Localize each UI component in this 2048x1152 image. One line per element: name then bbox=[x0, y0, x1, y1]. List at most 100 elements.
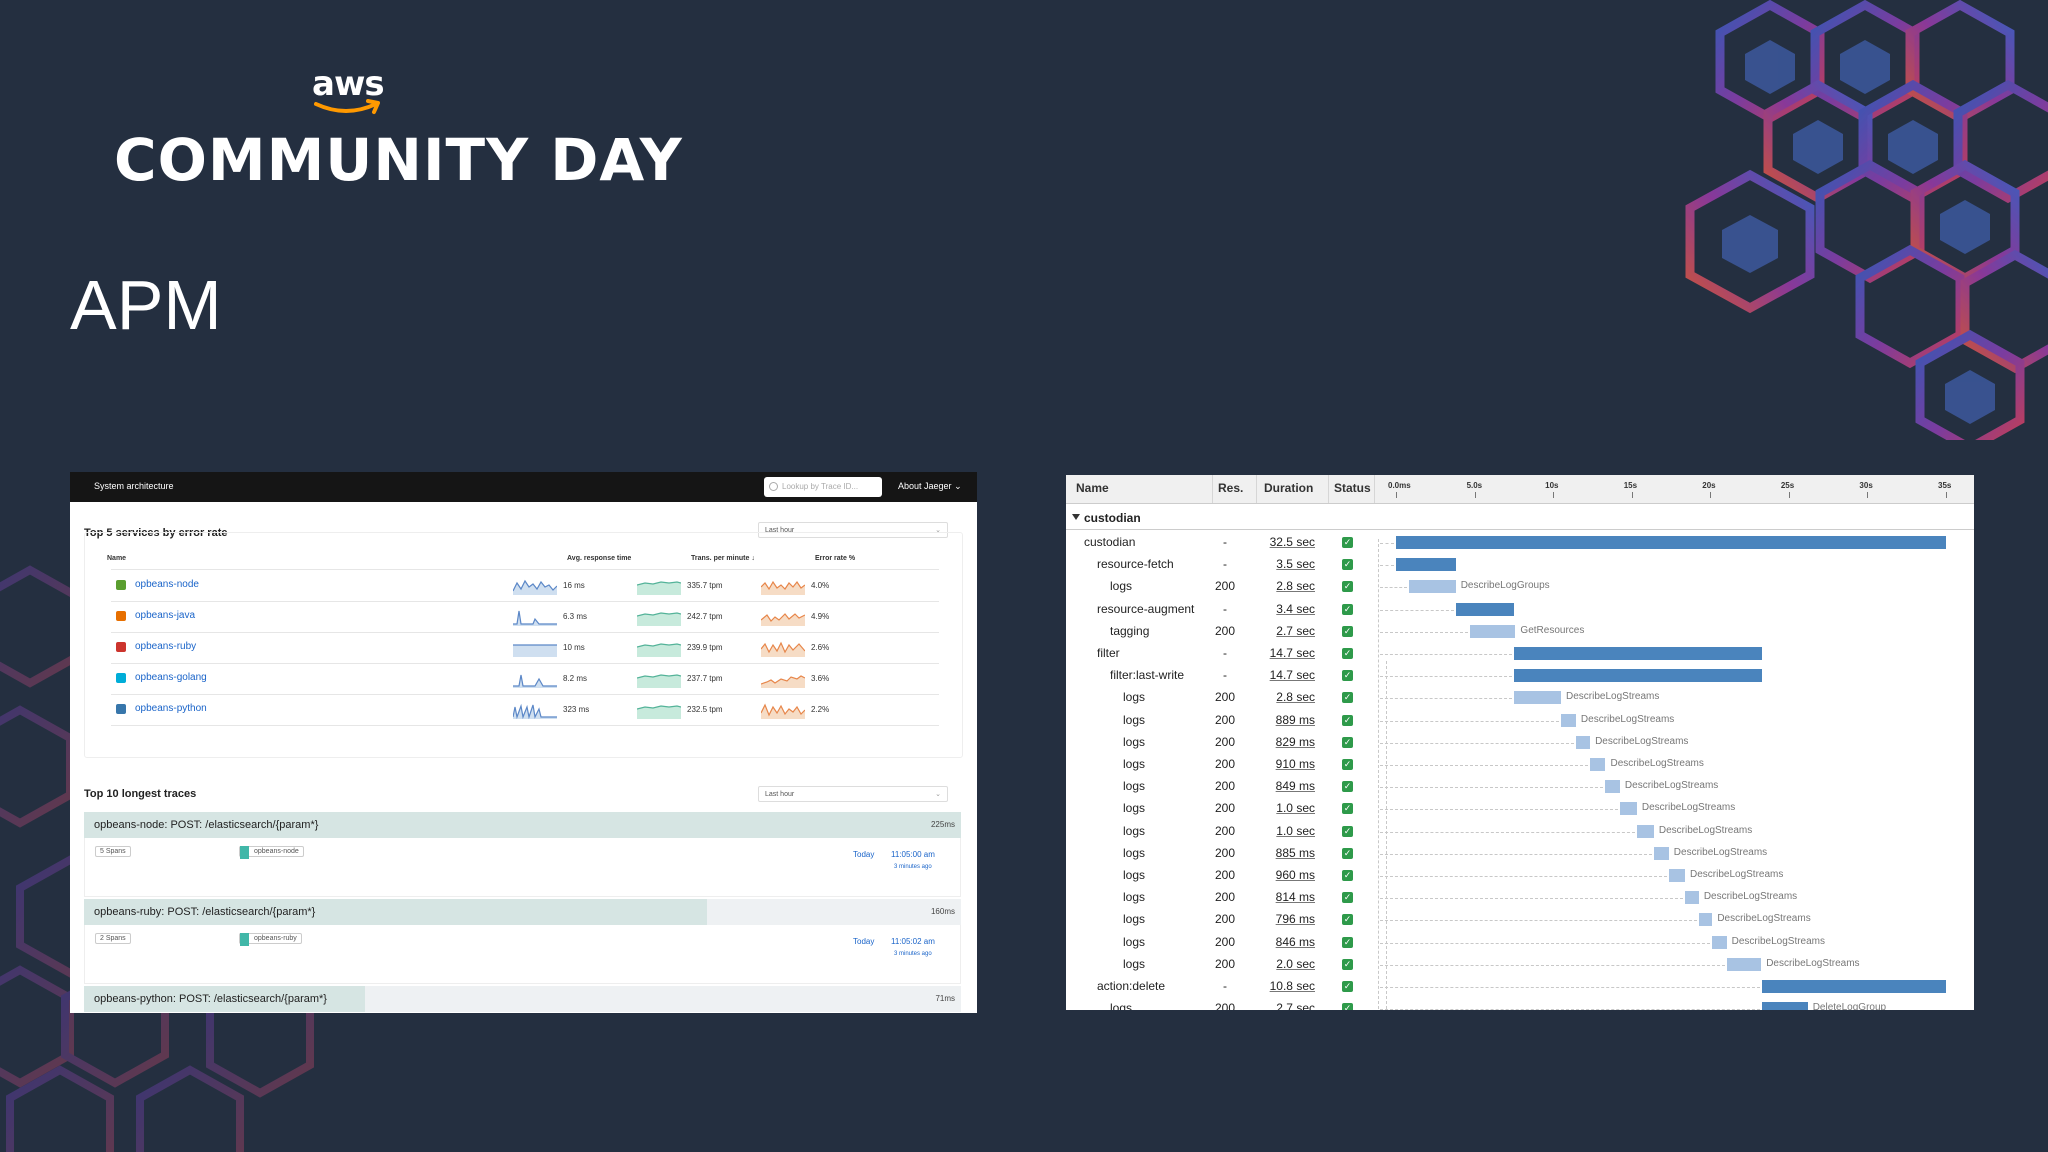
span-row[interactable]: logs 200 829 ms ✓ DescribeLogStreams bbox=[1066, 732, 1974, 754]
span-row[interactable]: logs 200 1.0 sec ✓ DescribeLogStreams bbox=[1066, 798, 1974, 820]
span-duration[interactable]: 960 ms bbox=[1275, 868, 1315, 882]
span-row[interactable]: logs 200 849 ms ✓ DescribeLogStreams bbox=[1066, 776, 1974, 798]
span-name[interactable]: filter bbox=[1097, 646, 1120, 660]
span-name[interactable]: action:delete bbox=[1097, 979, 1166, 993]
traces-time-select[interactable]: Last hour ⌄ bbox=[758, 786, 948, 802]
span-row[interactable]: logs 200 885 ms ✓ DescribeLogStreams bbox=[1066, 843, 1974, 865]
span-duration[interactable]: 14.7 sec bbox=[1269, 668, 1315, 683]
span-row[interactable]: tagging 200 2.7 sec ✓ GetResources bbox=[1066, 621, 1974, 643]
service-name-link[interactable]: opbeans-java bbox=[135, 610, 196, 621]
span-duration[interactable]: 814 ms bbox=[1275, 890, 1315, 905]
service-name-link[interactable]: opbeans-golang bbox=[135, 672, 207, 683]
span-name[interactable]: logs bbox=[1123, 868, 1146, 882]
span-bar[interactable] bbox=[1408, 580, 1456, 594]
span-bar[interactable] bbox=[1726, 957, 1762, 971]
span-row[interactable]: logs 200 910 ms ✓ DescribeLogStreams bbox=[1066, 754, 1974, 776]
span-name[interactable]: logs bbox=[1123, 712, 1146, 727]
span-duration[interactable]: 2.8 sec bbox=[1276, 579, 1315, 594]
span-name[interactable]: logs bbox=[1110, 579, 1133, 594]
span-bar[interactable] bbox=[1653, 846, 1669, 860]
span-duration[interactable]: 885 ms bbox=[1275, 845, 1315, 860]
span-bar[interactable] bbox=[1469, 624, 1516, 638]
span-name[interactable]: logs bbox=[1123, 956, 1146, 971]
trace-title[interactable]: opbeans-node: POST: /elasticsearch/{para… bbox=[94, 819, 319, 831]
trace-header[interactable]: opbeans-ruby: POST: /elasticsearch/{para… bbox=[84, 899, 961, 925]
span-name[interactable]: logs bbox=[1123, 690, 1146, 705]
span-bar[interactable] bbox=[1762, 1002, 1808, 1010]
span-name[interactable]: logs bbox=[1123, 912, 1146, 927]
trace-title[interactable]: opbeans-python: POST: /elasticsearch/{pa… bbox=[94, 993, 327, 1005]
span-row[interactable]: filter - 14.7 sec ✓ bbox=[1066, 643, 1974, 665]
span-duration[interactable]: 849 ms bbox=[1275, 779, 1315, 794]
service-row[interactable]: opbeans-node 16 ms 335.7 tpm 4.0% bbox=[111, 571, 939, 602]
span-row[interactable]: resource-augment - 3.4 sec ✓ bbox=[1066, 599, 1974, 621]
service-row[interactable]: opbeans-java 6.3 ms 242.7 tpm 4.9% bbox=[111, 602, 939, 633]
span-duration[interactable]: 846 ms bbox=[1275, 934, 1315, 949]
about-jaeger-menu[interactable]: About Jaeger ⌄ bbox=[898, 481, 962, 491]
trace-item[interactable]: opbeans-ruby: POST: /elasticsearch/{para… bbox=[84, 899, 961, 984]
span-duration[interactable]: 1.0 sec bbox=[1276, 823, 1315, 838]
services-time-select[interactable]: Last hour ⌄ bbox=[758, 522, 948, 538]
span-name[interactable]: logs bbox=[1123, 801, 1146, 816]
group-row-custodian[interactable]: custodian bbox=[1066, 509, 1974, 530]
span-row[interactable]: logs 200 2.8 sec ✓ DescribeLogGroups bbox=[1066, 576, 1974, 598]
span-row[interactable]: resource-fetch - 3.5 sec ✓ bbox=[1066, 554, 1974, 576]
span-bar[interactable] bbox=[1762, 980, 1946, 993]
trace-title[interactable]: opbeans-ruby: POST: /elasticsearch/{para… bbox=[94, 906, 316, 918]
span-name[interactable]: custodian bbox=[1084, 535, 1136, 549]
span-duration[interactable]: 32.5 sec bbox=[1269, 535, 1315, 549]
span-row[interactable]: action:delete - 10.8 sec ✓ bbox=[1066, 976, 1974, 998]
span-duration[interactable]: 829 ms bbox=[1275, 734, 1315, 749]
service-row[interactable]: opbeans-python 323 ms 232.5 tpm 2.2% bbox=[111, 695, 939, 726]
span-bar[interactable] bbox=[1619, 802, 1637, 816]
service-name-link[interactable]: opbeans-python bbox=[135, 703, 207, 714]
span-bar[interactable] bbox=[1513, 691, 1561, 705]
span-name[interactable]: logs bbox=[1123, 734, 1146, 749]
span-duration[interactable]: 2.8 sec bbox=[1276, 690, 1315, 705]
span-name[interactable]: tagging bbox=[1110, 623, 1150, 638]
span-row[interactable]: logs 200 960 ms ✓ DescribeLogStreams bbox=[1066, 865, 1974, 887]
span-bar[interactable] bbox=[1513, 669, 1763, 683]
span-row[interactable]: logs 200 2.0 sec ✓ DescribeLogStreams bbox=[1066, 954, 1974, 976]
span-duration[interactable]: 3.5 sec bbox=[1276, 557, 1315, 572]
span-row[interactable]: logs 200 1.0 sec ✓ DescribeLogStreams bbox=[1066, 821, 1974, 843]
span-bar[interactable] bbox=[1561, 713, 1576, 727]
service-name-link[interactable]: opbeans-node bbox=[135, 579, 199, 590]
span-duration[interactable]: 3.4 sec bbox=[1276, 601, 1315, 616]
span-bar[interactable] bbox=[1396, 558, 1456, 572]
span-bar[interactable] bbox=[1698, 913, 1713, 927]
span-bar[interactable] bbox=[1455, 602, 1514, 616]
service-row[interactable]: opbeans-ruby 10 ms 239.9 tpm 2.6% bbox=[111, 633, 939, 664]
span-bar[interactable] bbox=[1712, 935, 1727, 949]
service-row[interactable]: opbeans-golang 8.2 ms 237.7 tpm 3.6% bbox=[111, 664, 939, 695]
column-header-tpm[interactable]: Trans. per minute ↓ bbox=[691, 555, 755, 562]
span-name[interactable]: logs bbox=[1110, 1001, 1133, 1010]
span-duration[interactable]: 14.7 sec bbox=[1269, 646, 1315, 660]
span-duration[interactable]: 889 ms bbox=[1275, 712, 1315, 727]
trace-item[interactable]: opbeans-node: POST: /elasticsearch/{para… bbox=[84, 812, 961, 897]
span-duration[interactable]: 2.7 sec bbox=[1276, 1001, 1315, 1010]
span-name[interactable]: filter:last-write bbox=[1110, 668, 1185, 683]
span-duration[interactable]: 1.0 sec bbox=[1276, 801, 1315, 816]
span-row[interactable]: logs 200 796 ms ✓ DescribeLogStreams bbox=[1066, 909, 1974, 931]
span-bar[interactable] bbox=[1575, 735, 1591, 749]
span-name[interactable]: resource-fetch bbox=[1097, 557, 1174, 572]
trace-id-search-input[interactable]: Lookup by Trace ID... bbox=[764, 477, 882, 497]
span-row[interactable]: custodian - 32.5 sec ✓ bbox=[1066, 532, 1974, 554]
span-name[interactable]: logs bbox=[1123, 934, 1146, 949]
span-row[interactable]: logs 200 2.8 sec ✓ DescribeLogStreams bbox=[1066, 687, 1974, 709]
span-name[interactable]: logs bbox=[1123, 823, 1146, 838]
span-row[interactable]: logs 200 814 ms ✓ DescribeLogStreams bbox=[1066, 887, 1974, 909]
trace-header[interactable]: opbeans-python: POST: /elasticsearch/{pa… bbox=[84, 986, 961, 1012]
span-bar[interactable] bbox=[1605, 780, 1620, 794]
trace-header[interactable]: opbeans-node: POST: /elasticsearch/{para… bbox=[84, 812, 961, 838]
span-duration[interactable]: 910 ms bbox=[1275, 757, 1315, 771]
span-row[interactable]: logs 200 889 ms ✓ DescribeLogStreams bbox=[1066, 710, 1974, 732]
span-name[interactable]: logs bbox=[1123, 890, 1146, 905]
span-duration[interactable]: 10.8 sec bbox=[1269, 979, 1315, 993]
span-row[interactable]: logs 200 2.7 sec ✓ DeleteLogGroup bbox=[1066, 998, 1974, 1010]
span-duration[interactable]: 2.0 sec bbox=[1276, 956, 1315, 971]
service-name-link[interactable]: opbeans-ruby bbox=[135, 641, 197, 652]
span-name[interactable]: logs bbox=[1123, 779, 1146, 794]
span-bar[interactable] bbox=[1668, 869, 1685, 882]
